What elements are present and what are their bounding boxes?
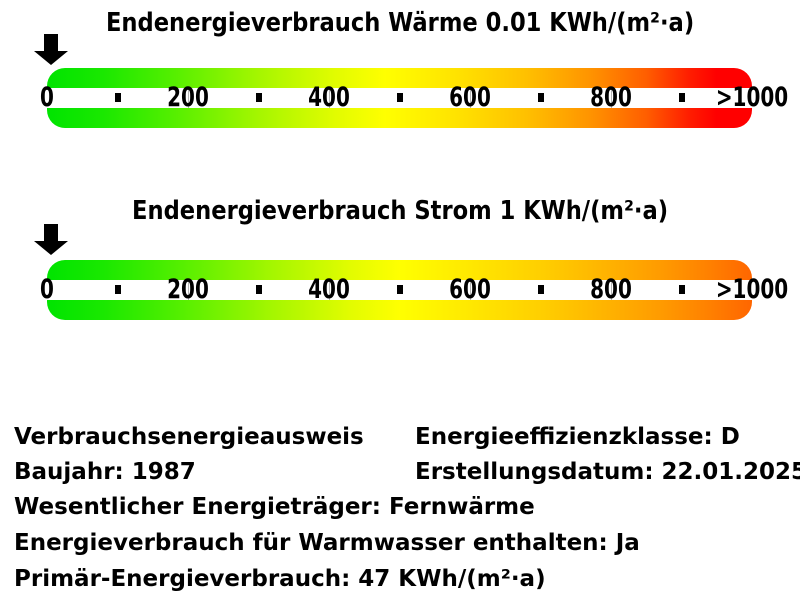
scale-tick-label: 200 <box>167 82 209 113</box>
primary-energy-label: Primär-Energieverbrauch: 47 KWh/(m²·a) <box>14 566 546 592</box>
scale-tick-label: >1000 <box>715 82 789 113</box>
electricity-gradient-scale-bar: 0 200 400 600 800 >1000 <box>40 260 788 320</box>
gridline-tick <box>611 88 612 108</box>
gridline-tick <box>329 88 330 108</box>
heat-scale-tick-band: 0 200 400 600 800 >1000 <box>40 82 788 113</box>
main-energy-carrier-label: Wesentlicher Energieträger: Fernwärme <box>14 494 535 520</box>
minor-tick-mark <box>114 285 121 294</box>
certificate-type-label: Verbrauchsenergieausweis <box>14 424 364 450</box>
efficiency-class-label: Energieeffizienzklasse: D <box>415 424 740 450</box>
minor-tick-mark <box>678 93 685 102</box>
hot-water-included-label: Energieverbrauch für Warmwasser enthalte… <box>14 530 640 556</box>
heat-gradient-scale-bar: 0 200 400 600 800 >1000 <box>40 68 788 128</box>
scale-tick-label: 600 <box>449 82 491 113</box>
minor-tick-mark <box>114 93 121 102</box>
heat-marker-down-arrow-icon <box>34 34 68 65</box>
construction-year-label: Baujahr: 1987 <box>14 459 196 485</box>
scale-tick-label: >1000 <box>715 274 789 305</box>
gridline-tick <box>611 280 612 300</box>
electricity-scale-tick-band: 0 200 400 600 800 >1000 <box>40 274 788 305</box>
gridline-tick <box>470 280 471 300</box>
scale-tick-label: 200 <box>167 274 209 305</box>
minor-tick-mark <box>396 93 403 102</box>
gridline-tick <box>188 88 189 108</box>
heat-scale-title-text: Endenergieverbrauch Wärme 0.01 KWh/(m²·a… <box>105 8 695 38</box>
electricity-scale-title-text: Endenergieverbrauch Strom 1 KWh/(m²·a) <box>131 196 669 226</box>
scale-tick-label: 0 <box>40 274 54 305</box>
heat-scale-title: Endenergieverbrauch Wärme 0.01 KWh/(m²·a… <box>0 8 800 38</box>
scale-tick-label: 400 <box>308 82 350 113</box>
minor-tick-mark <box>537 285 544 294</box>
scale-tick-label: 400 <box>308 274 350 305</box>
gridline-tick <box>329 280 330 300</box>
electricity-scale-title: Endenergieverbrauch Strom 1 KWh/(m²·a) <box>0 196 800 226</box>
electricity-marker-down-arrow-icon <box>34 224 68 255</box>
scale-tick-label: 800 <box>590 274 632 305</box>
minor-tick-mark <box>537 93 544 102</box>
issue-date-label: Erstellungsdatum: 22.01.2025 <box>415 459 800 485</box>
scale-tick-label: 0 <box>40 82 54 113</box>
minor-tick-mark <box>255 93 262 102</box>
scale-tick-label: 800 <box>590 82 632 113</box>
minor-tick-mark <box>678 285 685 294</box>
gridline-tick <box>470 88 471 108</box>
gridline-tick <box>188 280 189 300</box>
minor-tick-mark <box>396 285 403 294</box>
minor-tick-mark <box>255 285 262 294</box>
scale-tick-label: 600 <box>449 274 491 305</box>
